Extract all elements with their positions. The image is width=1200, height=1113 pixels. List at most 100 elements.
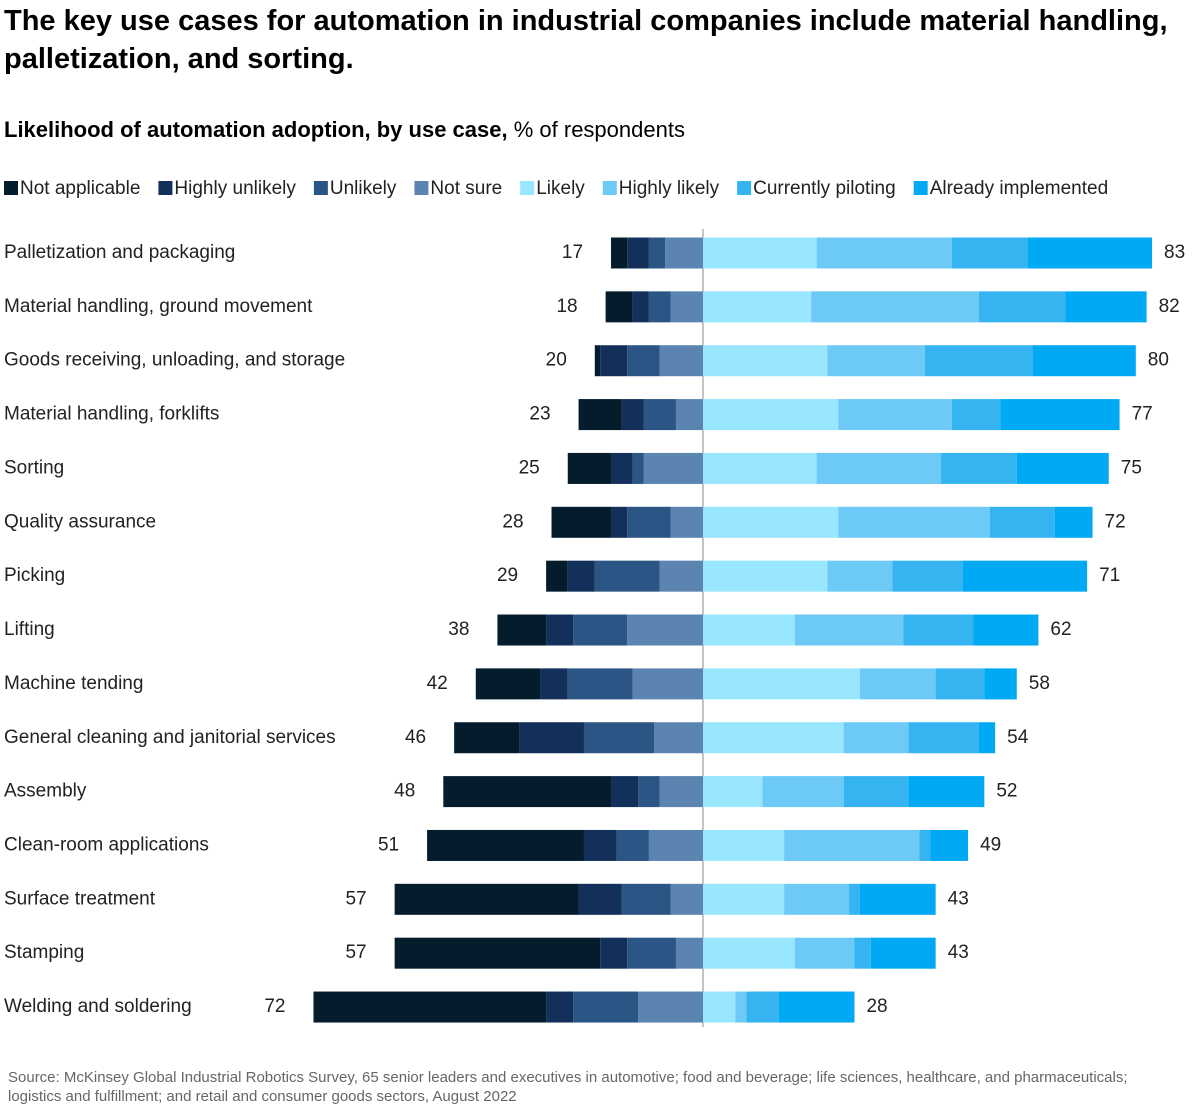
bar-segment (843, 722, 909, 754)
left-total-label: 18 (556, 296, 577, 317)
bar-segment (611, 452, 633, 484)
bar-segment (659, 345, 703, 377)
bar-segment (621, 399, 644, 431)
right-total-label: 43 (948, 942, 969, 963)
bar-segment (703, 291, 812, 323)
legend-label: Not sure (430, 178, 502, 199)
bar-segment (703, 668, 860, 700)
bar-segment (930, 829, 969, 861)
bar-segment (600, 345, 628, 377)
right-total-label: 58 (1029, 673, 1050, 694)
category-label: Sorting (4, 457, 64, 478)
bar-segment (703, 829, 785, 861)
left-total-label: 51 (378, 834, 399, 855)
bar-segment (394, 883, 579, 915)
bar-segment (638, 776, 660, 808)
bar-segment (919, 829, 931, 861)
bar-segment (870, 937, 936, 969)
bar-segment (703, 991, 736, 1023)
right-total-label: 75 (1121, 457, 1142, 478)
right-total-label: 80 (1148, 350, 1169, 371)
bar-segment (675, 399, 703, 431)
category-label: Assembly (4, 781, 87, 802)
right-total-label: 62 (1050, 619, 1071, 640)
chart-title: The key use cases for automation in indu… (4, 5, 1168, 75)
bar-segment (643, 452, 703, 484)
bar-segment (735, 991, 747, 1023)
category-label: Surface treatment (4, 888, 156, 909)
legend-label: Highly unlikely (174, 178, 296, 199)
bar-segment (573, 991, 639, 1023)
category-label: Clean-room applications (4, 834, 209, 855)
bar-segment (670, 506, 703, 538)
bar-segment (1000, 399, 1120, 431)
category-label: Palletization and packaging (4, 242, 235, 263)
left-total-label: 72 (264, 996, 285, 1017)
bar-segment (827, 560, 893, 592)
right-total-label: 52 (996, 781, 1017, 802)
bar-segment (648, 291, 671, 323)
bar-segment (632, 668, 703, 700)
bar-segment (951, 237, 1028, 269)
bar-segment (1027, 237, 1153, 269)
legend-swatch (913, 181, 928, 195)
legend-label: Likely (536, 178, 585, 199)
bar-segment (632, 291, 649, 323)
bar-segment (811, 291, 979, 323)
bar-segment (849, 883, 860, 915)
left-total-label: 20 (546, 350, 567, 371)
right-total-label: 43 (948, 888, 969, 909)
bar-segment (621, 883, 671, 915)
bar-segment (794, 614, 904, 646)
bar-segment (546, 614, 574, 646)
legend-swatch (602, 181, 617, 195)
right-total-label: 54 (1007, 727, 1029, 748)
bar-segment (627, 937, 676, 969)
category-label: Material handling, forklifts (4, 404, 219, 425)
bar-segment (567, 452, 612, 484)
subtitle-main: Likelihood of automation adoption, by us… (4, 117, 508, 142)
bar-segment (973, 614, 1039, 646)
bar-segment (924, 345, 1034, 377)
right-total-label: 83 (1164, 242, 1185, 263)
bar-segment (594, 560, 660, 592)
bar-segment (638, 991, 703, 1023)
bar-segment (670, 883, 703, 915)
left-total-label: 46 (405, 727, 426, 748)
bar-segment (627, 237, 649, 269)
bar-segment (794, 937, 855, 969)
bar-segment (600, 937, 628, 969)
bar-segment (703, 722, 844, 754)
bar-segment (951, 399, 1001, 431)
legend-label: Already implemented (930, 178, 1108, 199)
bar-segment (978, 722, 996, 754)
bar-segment (816, 452, 942, 484)
legend-label: Highly likely (619, 178, 720, 199)
bar-segment (1054, 506, 1093, 538)
bar-segment (1033, 345, 1136, 377)
bar-segment (443, 776, 612, 808)
left-total-label: 38 (448, 619, 469, 640)
right-total-label: 82 (1159, 296, 1180, 317)
left-total-label: 57 (345, 942, 366, 963)
bar-segment (703, 937, 795, 969)
bar-segment (665, 237, 703, 269)
source-note: Source: McKinsey Global Industrial Robot… (8, 1069, 1128, 1105)
left-total-label: 23 (529, 404, 550, 425)
bar-segment (627, 345, 660, 377)
category-label: Material handling, ground movement (4, 296, 313, 317)
right-total-label: 77 (1132, 404, 1153, 425)
bar-segment (643, 399, 676, 431)
category-label: Stamping (4, 942, 84, 963)
legend-swatch (313, 181, 328, 195)
bar-segment (611, 776, 639, 808)
bar-segment (605, 291, 633, 323)
bar-segment (784, 883, 850, 915)
bar-segment (632, 452, 644, 484)
bar-segment (627, 614, 703, 646)
category-label: Welding and soldering (4, 996, 192, 1017)
bar-segment (854, 937, 871, 969)
bar-segment (675, 937, 703, 969)
bar-segment (427, 829, 584, 861)
